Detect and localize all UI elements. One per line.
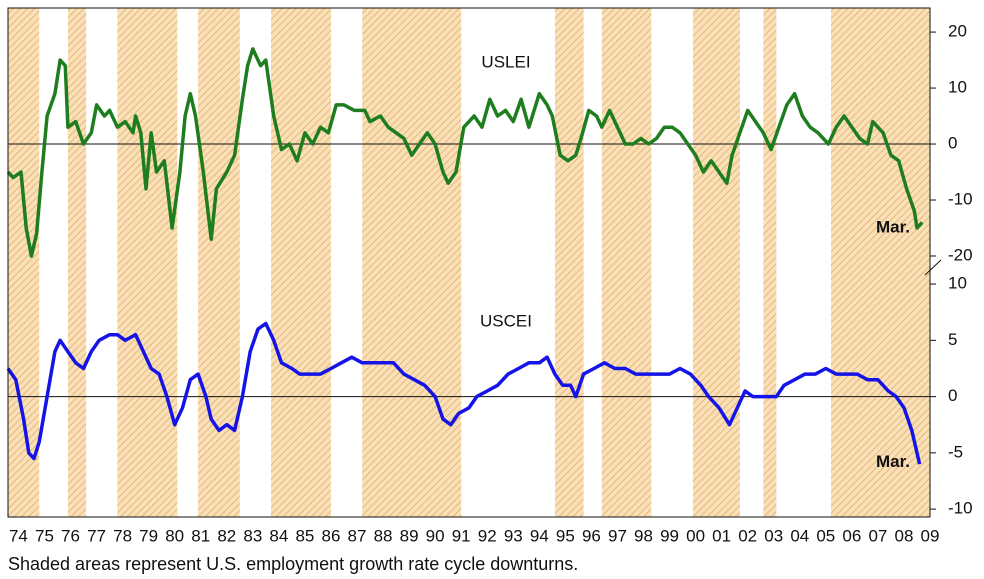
x-tick-label: 95 [556, 526, 575, 545]
x-tick-label: 81 [191, 526, 210, 545]
shaded-period [362, 8, 462, 517]
x-tick-label: 03 [764, 526, 783, 545]
y-tick-label: -10 [948, 499, 973, 518]
series-line [6, 321, 922, 465]
caption: Shaded areas represent U.S. employment g… [8, 554, 578, 574]
y-tick-label: 5 [948, 330, 957, 349]
x-tick-label: 78 [113, 526, 132, 545]
shaded-period [67, 8, 87, 517]
x-tick-label: 91 [452, 526, 471, 545]
x-tick-label: 06 [842, 526, 861, 545]
x-tick-label: 87 [348, 526, 367, 545]
shaded-period [271, 8, 331, 517]
y-tick-label: -10 [948, 190, 973, 209]
y-tick-label: 10 [948, 78, 967, 97]
x-tick-label: 77 [87, 526, 106, 545]
x-tick-label: 88 [374, 526, 393, 545]
series-label: USLEI [481, 53, 530, 72]
shaded-period [198, 8, 240, 517]
x-tick-label: 04 [790, 526, 809, 545]
x-tick-label: 85 [295, 526, 314, 545]
y-tick-label: 10 [948, 274, 967, 293]
series-line [6, 47, 924, 258]
x-tick-label: 83 [243, 526, 262, 545]
y-tick-label: 0 [948, 386, 957, 405]
shaded-periods [8, 8, 930, 517]
x-tick-label: 79 [139, 526, 158, 545]
x-tick-label: 97 [608, 526, 627, 545]
axis-break [924, 259, 942, 276]
x-tick-label: 75 [35, 526, 54, 545]
y-tick-label: 20 [948, 22, 967, 41]
y-tick-label: 0 [948, 134, 957, 153]
x-tick-label: 00 [686, 526, 705, 545]
x-tick-label: 74 [9, 526, 28, 545]
annotation: Mar. [876, 218, 910, 237]
shaded-period [763, 8, 777, 517]
x-tick-label: 89 [400, 526, 419, 545]
x-tick-label: 84 [269, 526, 288, 545]
plot: 20 10 0 -10 -20 USLEI Mar. 10 5 0 -5 -10 74 75 76 77 78 7… [6, 22, 973, 545]
shaded-period [117, 8, 178, 517]
x-tick-label: 90 [426, 526, 445, 545]
shaded-period [8, 8, 40, 517]
x-tick-label: 98 [634, 526, 653, 545]
x-tick-label: 01 [712, 526, 731, 545]
x-tick-label: 92 [478, 526, 497, 545]
y-tick-label: -20 [948, 245, 973, 264]
y-tick-label: -5 [948, 442, 963, 461]
x-tick-label: 02 [738, 526, 757, 545]
x-tick-label: 08 [894, 526, 913, 545]
x-tick-label: 93 [504, 526, 523, 545]
x-tick-label: 86 [321, 526, 340, 545]
x-tick-label: 07 [868, 526, 887, 545]
shaded-period [601, 8, 652, 517]
x-tick-label: 76 [61, 526, 80, 545]
x-tick-label: 05 [816, 526, 835, 545]
annotation: Mar. [876, 452, 910, 471]
x-tick-label: 99 [660, 526, 679, 545]
shaded-period [692, 8, 740, 517]
x-tick-label: 94 [530, 526, 549, 545]
series-label: USCEI [480, 311, 532, 330]
x-tick-label: 09 [921, 526, 940, 545]
x-tick-label: 96 [582, 526, 601, 545]
x-tick-label: 82 [217, 526, 236, 545]
x-tick-label: 80 [165, 526, 184, 545]
shaded-period [554, 8, 584, 517]
frame [7, 7, 931, 518]
